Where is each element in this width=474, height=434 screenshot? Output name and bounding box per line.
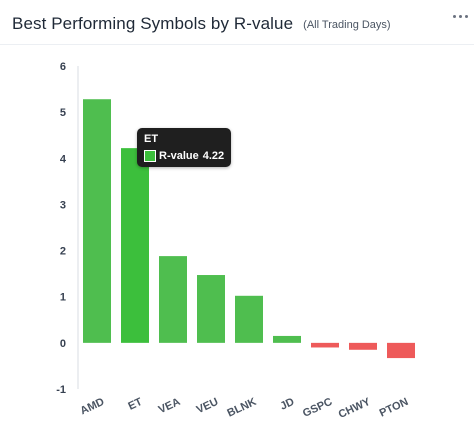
chart-subtitle: (All Trading Days): [303, 19, 391, 31]
x-tick-label: VEA: [157, 396, 183, 416]
header-divider: [0, 44, 474, 45]
more-dot: [464, 14, 468, 18]
tooltip-row: R-value 4.22: [144, 150, 224, 162]
bar: [387, 342, 415, 359]
x-tick-label: ET: [126, 396, 144, 413]
tooltip-value: 4.22: [202, 150, 225, 162]
y-tick-label: -1: [56, 384, 66, 396]
bar: [311, 342, 339, 348]
bar: [83, 99, 111, 343]
more-options-icon[interactable]: [448, 6, 472, 26]
x-tick-label: GSPC: [301, 396, 334, 420]
tooltip-series: R-value: [159, 150, 199, 162]
tooltip-swatch: [144, 150, 156, 162]
bar: [159, 256, 187, 343]
y-tick-label: 0: [60, 338, 66, 350]
y-tick-label: 1: [60, 292, 66, 304]
x-tick-label: AMD: [78, 396, 106, 417]
x-tick-label: CHWY: [337, 396, 373, 421]
chart-title: Best Performing Symbols by R-value: [12, 14, 294, 33]
bar: [273, 335, 301, 343]
x-tick-label: PTON: [378, 396, 411, 420]
y-tick-label: 5: [60, 107, 66, 119]
bar: [235, 295, 263, 343]
bar: [197, 275, 225, 343]
bar-tooltip: ET R-value 4.22: [137, 128, 232, 167]
more-dot: [458, 14, 462, 18]
y-tick-label: 3: [60, 199, 66, 211]
x-tick-label: BLNK: [225, 396, 258, 420]
x-tick-label: VEU: [195, 396, 221, 416]
bar: [349, 342, 377, 350]
more-dot: [452, 14, 456, 18]
y-tick-label: 4: [60, 153, 67, 165]
y-tick-label: 2: [60, 246, 66, 258]
x-tick-label: JD: [278, 396, 296, 413]
card-header: Best Performing Symbols by R-value (All …: [12, 8, 462, 40]
y-tick-label: 6: [60, 61, 66, 73]
tooltip-symbol: ET: [144, 133, 159, 145]
bar: [121, 148, 149, 343]
